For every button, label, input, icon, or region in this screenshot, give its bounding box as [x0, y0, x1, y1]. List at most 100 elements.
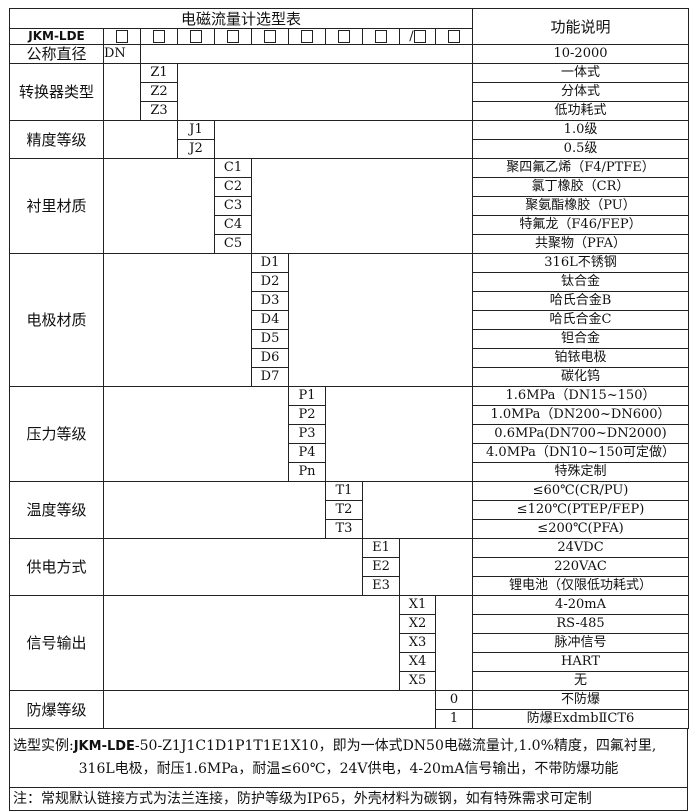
option-function: ≤120℃(PTEP/FEP) — [472, 500, 690, 520]
slot-placeholder — [288, 28, 326, 45]
option-function: 哈氏合金B — [472, 291, 690, 311]
empty-cell — [103, 386, 289, 482]
option-code: P3 — [288, 424, 326, 444]
section-row: D7 碳化钨 — [10, 367, 690, 387]
slot-box-icon — [375, 30, 387, 43]
diameter-function: 10-2000 — [472, 44, 690, 64]
option-code: C1 — [214, 158, 252, 178]
option-function: 钽合金 — [472, 329, 690, 349]
empty-cell — [103, 120, 178, 159]
option-function: 一体式 — [472, 63, 690, 83]
option-function: 1.0MPa（DN200~DN600） — [472, 405, 690, 425]
option-code: D6 — [251, 348, 289, 368]
empty-cell — [361, 481, 474, 539]
section-row: Pn 特殊定制 — [10, 462, 690, 482]
section-row: P4 4.0MPa（DN10~150可定做） — [10, 443, 690, 463]
option-code: P2 — [288, 405, 326, 425]
option-function: HART — [472, 652, 690, 672]
note: 注：常规默认链接方式为法兰连接，防护等级为IP65，外壳材料为碳钢，如有特殊需求… — [9, 788, 688, 811]
selection-table-container: 电磁流量计选型表 功能说明 JKM-LDE / 公称直径 DN 10-2000 … — [8, 8, 690, 811]
empty-cell — [213, 120, 474, 159]
section-row: 压力等级 P1 1.6MPa（DN15~150） — [9, 386, 690, 482]
option-code: D7 — [251, 367, 289, 387]
title-row: 电磁流量计选型表 功能说明 — [8, 8, 690, 45]
option-function: 碳化钨 — [472, 367, 690, 387]
option-function: 0.6MPa(DN700~DN2000) — [472, 424, 690, 444]
empty-cell — [324, 386, 474, 482]
option-function: 4-20mA — [472, 595, 690, 615]
option-function: RS-485 — [472, 614, 690, 634]
empty-cell — [103, 538, 363, 596]
option-function: 聚氨酯橡胶（PU） — [472, 196, 690, 216]
slot-box-icon — [227, 30, 239, 43]
option-function: 铂铱电极 — [472, 348, 690, 368]
option-code: Z1 — [140, 63, 178, 83]
slot-placeholder — [325, 28, 363, 45]
example-line2: 316L电极，耐压1.6MPa，耐温≤60℃，24V供电，4-20mA信号输出，… — [78, 761, 619, 777]
model-code: JKM-LDE — [9, 28, 104, 45]
example-prefix: 选型实例: — [13, 738, 74, 754]
option-function: 220VAC — [472, 557, 690, 577]
option-code: J2 — [177, 139, 215, 159]
empty-cell — [139, 44, 474, 64]
option-function: ≤60℃(CR/PU) — [472, 481, 690, 501]
option-code: P1 — [288, 386, 326, 406]
option-code: J1 — [177, 120, 215, 140]
option-function: 24VDC — [472, 538, 690, 558]
slot-box-icon — [190, 30, 202, 43]
option-code: X1 — [399, 595, 436, 615]
option-function: 特氟龙（F46/FEP） — [472, 215, 690, 235]
option-function: 聚四氟乙烯（F4/PTFE） — [472, 158, 690, 178]
option-code: X4 — [399, 652, 436, 672]
empty-cell — [103, 595, 400, 691]
empty-cell — [398, 538, 474, 596]
section-row: 1 防爆ExdmbⅡCT6 — [10, 709, 690, 729]
section-row: C5 共聚物（PFA） — [10, 234, 690, 254]
option-code: 0 — [434, 690, 474, 710]
slot-box-icon — [413, 30, 426, 43]
slot-box-icon — [301, 30, 313, 43]
empty-cell — [103, 253, 252, 387]
option-function: 4.0MPa（DN10~150可定做） — [472, 443, 690, 463]
option-function: 不防爆 — [472, 690, 690, 710]
diameter-label: 公称直径 — [9, 44, 104, 64]
option-code: E2 — [362, 557, 400, 577]
section-row: E2 220VAC — [10, 557, 690, 577]
option-code: D2 — [251, 272, 289, 292]
option-code: D4 — [251, 310, 289, 330]
option-function: 锂电池（仅限低功耗式） — [472, 576, 690, 596]
selection-table: 电磁流量计选型表 功能说明 JKM-LDE / 公称直径 DN 10-2000 … — [8, 8, 690, 729]
option-code: E1 — [362, 538, 400, 558]
empty-cell — [103, 158, 215, 254]
section-label: 信号输出 — [9, 595, 104, 691]
empty-cell — [103, 690, 436, 729]
option-code: Z3 — [140, 101, 178, 121]
option-function: 特殊定制 — [472, 462, 690, 482]
option-code: C4 — [214, 215, 252, 235]
diameter-code: DN — [103, 44, 141, 64]
section-row: 电极材质 D1 316L不锈钢 — [9, 253, 690, 387]
option-code: D5 — [251, 329, 289, 349]
section-row: T3 ≤200℃(PFA) — [10, 519, 690, 539]
empty-cell — [176, 63, 474, 121]
slot-box-icon — [338, 30, 350, 43]
option-function: 脉冲信号 — [472, 633, 690, 653]
selection-example: 选型实例:JKM-LDE-50-Z1J1C1D1P1T1E1X10，即为一体式D… — [9, 729, 688, 788]
option-code: X5 — [399, 671, 436, 691]
section-label: 电极材质 — [9, 253, 104, 387]
slot-placeholder: / — [399, 28, 436, 45]
option-function: 氯丁橡胶（CR） — [472, 177, 690, 197]
option-function: ≤200℃(PFA) — [472, 519, 690, 539]
option-function: 1.6MPa（DN15~150） — [472, 386, 690, 406]
option-function: 共聚物（PFA） — [472, 234, 690, 254]
option-function: 1.0级 — [472, 120, 690, 140]
option-code: X3 — [399, 633, 436, 653]
option-code: C2 — [214, 177, 252, 197]
example-model: JKM-LDE — [73, 739, 135, 754]
slot-box-icon — [153, 30, 165, 43]
section-row: C3 聚氨酯橡胶（PU） — [10, 196, 690, 216]
section-label: 防爆等级 — [9, 690, 104, 729]
section-label: 精度等级 — [9, 120, 104, 159]
empty-cell — [250, 158, 474, 254]
option-function: 低功耗式 — [472, 101, 690, 121]
